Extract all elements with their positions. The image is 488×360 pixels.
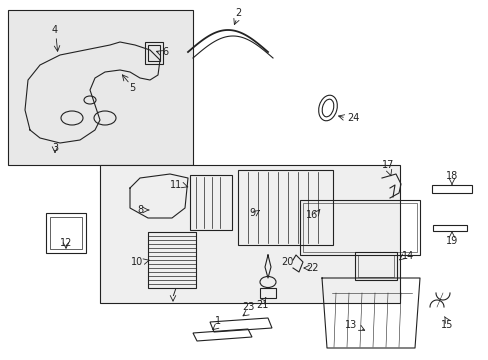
Text: 2: 2 xyxy=(234,8,241,18)
Bar xyxy=(354,252,396,280)
Bar xyxy=(46,213,86,253)
Text: 12: 12 xyxy=(60,238,72,248)
Bar xyxy=(100,165,399,303)
Bar xyxy=(431,185,471,193)
Text: 7: 7 xyxy=(169,288,176,298)
Text: 6: 6 xyxy=(162,47,168,57)
Text: 18: 18 xyxy=(445,171,457,181)
Bar xyxy=(299,200,419,255)
Bar xyxy=(8,10,193,165)
Text: 22: 22 xyxy=(305,263,318,273)
Bar xyxy=(148,45,160,61)
Text: 4: 4 xyxy=(52,25,58,35)
Text: 5: 5 xyxy=(129,83,135,93)
Bar xyxy=(357,255,393,277)
Text: 23: 23 xyxy=(242,302,254,312)
Text: 3: 3 xyxy=(52,143,58,153)
Text: 16: 16 xyxy=(305,210,318,220)
Text: 20: 20 xyxy=(281,257,293,267)
Text: 19: 19 xyxy=(445,236,457,246)
Bar xyxy=(50,217,82,249)
Text: 8: 8 xyxy=(137,205,142,215)
Text: 1: 1 xyxy=(215,316,221,326)
Bar xyxy=(145,42,163,64)
Bar xyxy=(303,203,416,252)
Text: 10: 10 xyxy=(130,257,142,267)
Bar xyxy=(238,170,332,245)
Text: 21: 21 xyxy=(255,300,267,310)
Text: 11: 11 xyxy=(169,180,182,190)
Bar xyxy=(432,225,466,231)
Bar xyxy=(190,175,231,230)
Text: 13: 13 xyxy=(344,320,356,330)
Text: 14: 14 xyxy=(401,251,413,261)
Text: 15: 15 xyxy=(440,320,452,330)
Bar xyxy=(148,232,196,288)
Text: 24: 24 xyxy=(346,113,359,123)
Bar xyxy=(260,288,275,298)
Text: 17: 17 xyxy=(381,160,393,170)
Text: 9: 9 xyxy=(248,208,254,218)
